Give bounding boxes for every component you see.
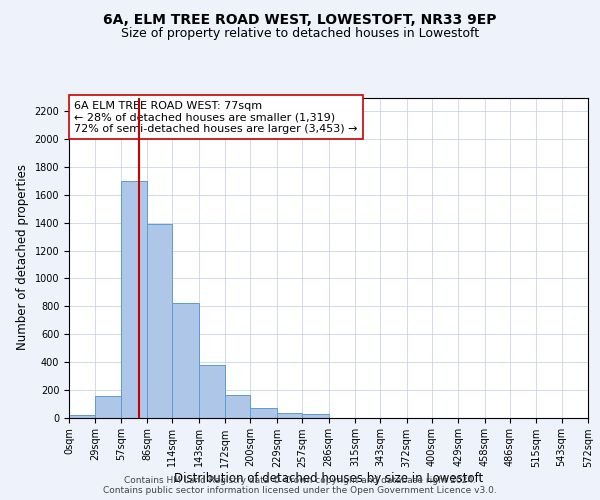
Text: 6A, ELM TREE ROAD WEST, LOWESTOFT, NR33 9EP: 6A, ELM TREE ROAD WEST, LOWESTOFT, NR33 … — [103, 12, 497, 26]
Bar — [250, 408, 277, 418]
Text: Size of property relative to detached houses in Lowestoft: Size of property relative to detached ho… — [121, 28, 479, 40]
Text: Contains HM Land Registry data © Crown copyright and database right 2024.
Contai: Contains HM Land Registry data © Crown c… — [103, 476, 497, 495]
Bar — [302, 414, 329, 418]
Text: 6A ELM TREE ROAD WEST: 77sqm
← 28% of detached houses are smaller (1,319)
72% of: 6A ELM TREE ROAD WEST: 77sqm ← 28% of de… — [74, 100, 358, 134]
Bar — [147, 224, 172, 418]
Bar — [225, 395, 250, 417]
Bar — [172, 302, 199, 418]
Bar — [69, 414, 95, 418]
Y-axis label: Number of detached properties: Number of detached properties — [16, 164, 29, 350]
Bar — [199, 364, 225, 418]
Bar — [277, 414, 302, 418]
X-axis label: Distribution of detached houses by size in Lowestoft: Distribution of detached houses by size … — [174, 472, 483, 486]
Bar — [121, 181, 147, 418]
Bar — [95, 396, 121, 417]
